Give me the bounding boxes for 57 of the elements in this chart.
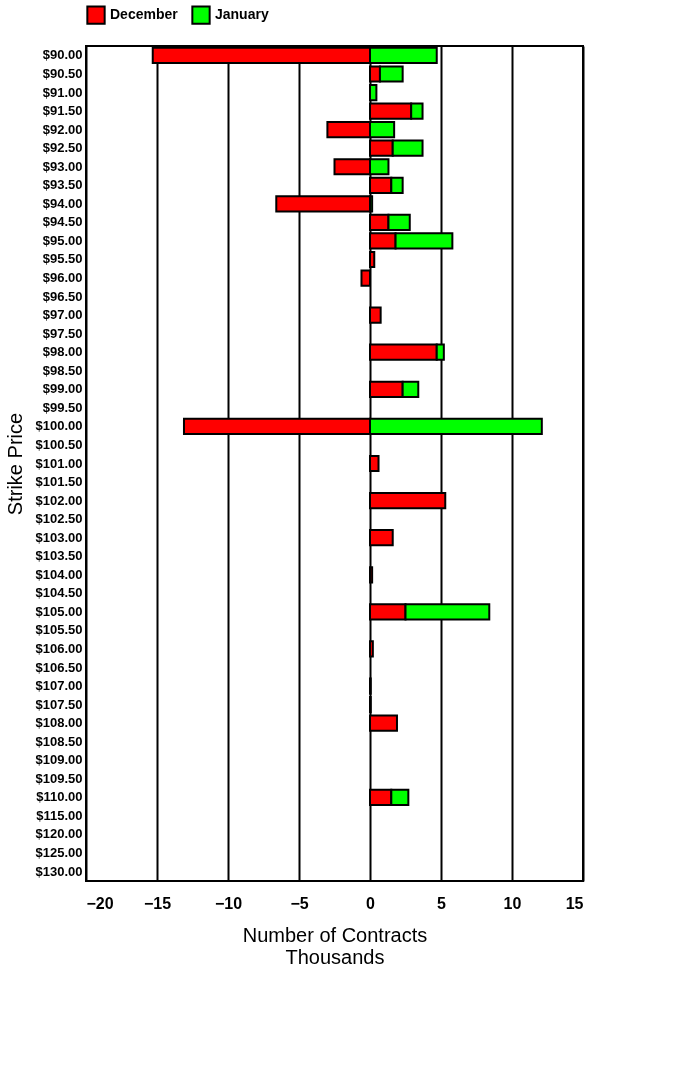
y-tick-label: $95.50	[42, 251, 83, 267]
x-axis-title: Number of Contracts Thousands	[242, 923, 428, 968]
y-tick-label: $90.50	[42, 66, 83, 82]
y-tick-label: $107.00	[35, 678, 83, 694]
y-tick-label: $91.00	[42, 84, 83, 100]
y-tick-label: $93.00	[42, 158, 83, 174]
y-tick-label: $109.00	[35, 752, 83, 768]
y-tick-label: $96.50	[42, 288, 83, 304]
y-tick-label: $91.50	[42, 103, 83, 119]
y-tick-label: $93.50	[42, 177, 83, 193]
x-tick-label: −10	[214, 894, 243, 912]
y-tick-label: $103.50	[35, 548, 83, 564]
legend-label: December	[110, 6, 179, 23]
x-tick-label: −15	[143, 894, 172, 912]
y-tick-label: $105.50	[35, 622, 83, 638]
y-tick-label: $108.50	[35, 733, 83, 749]
y-tick-label: $130.00	[35, 863, 83, 879]
y-axis-title: Strike Price	[3, 412, 26, 516]
y-tick-label: $102.50	[35, 511, 83, 527]
y-tick-label: $92.00	[42, 121, 83, 137]
y-tick-label: $99.00	[42, 381, 83, 397]
y-tick-label: $99.50	[42, 399, 83, 415]
y-tick-label: $101.50	[35, 474, 83, 490]
x-tick-label: 15	[565, 894, 584, 912]
y-tick-label: $109.50	[35, 770, 83, 786]
y-tick-label: $96.00	[42, 270, 83, 286]
y-tick-label: $102.00	[35, 492, 83, 508]
y-tick-label: $106.50	[35, 659, 83, 675]
y-tick-label: $100.00	[35, 418, 83, 434]
y-tick-label: $103.00	[35, 529, 83, 545]
y-tick-label: $98.00	[42, 344, 83, 360]
y-tick-label: $95.00	[42, 232, 83, 248]
y-tick-label: $104.50	[35, 585, 83, 601]
y-tick-label: $125.00	[35, 844, 83, 860]
y-tick-label: $106.00	[35, 640, 83, 656]
y-tick-label: $105.00	[35, 603, 83, 619]
x-tick-label: −5	[290, 894, 309, 912]
y-tick-label: $97.00	[42, 307, 83, 323]
y-tick-label: $92.50	[42, 140, 83, 156]
y-tick-label: $98.50	[42, 362, 83, 378]
x-tick-label: −20	[86, 894, 114, 912]
y-tick-label: $90.00	[42, 47, 83, 63]
x-tick-label: 0	[366, 894, 376, 912]
y-tick-label: $94.50	[42, 214, 83, 230]
y-tick-label: $120.00	[35, 826, 83, 842]
y-tick-label: $101.00	[35, 455, 83, 471]
y-tick-label: $100.50	[35, 436, 83, 452]
y-tick-label: $107.50	[35, 696, 83, 712]
y-tick-label: $104.00	[35, 566, 83, 582]
y-tick-label: $115.00	[36, 807, 83, 823]
y-tick-label: $97.50	[42, 325, 83, 341]
y-tick-label: $108.00	[35, 715, 83, 731]
x-tick-label: 10	[503, 894, 522, 912]
y-tick-label: $94.00	[42, 195, 83, 211]
x-tick-label: 5	[437, 894, 447, 912]
y-tick-label: $110.00	[36, 789, 83, 805]
legend-label: January	[215, 6, 269, 23]
